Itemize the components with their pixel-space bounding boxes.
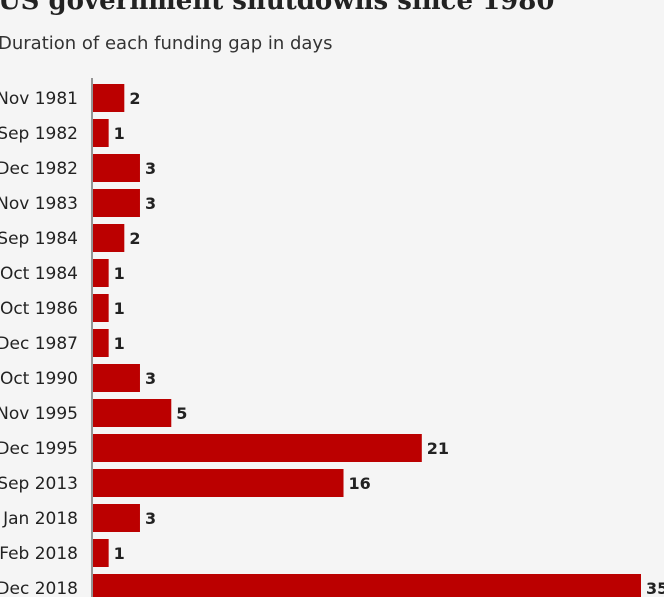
category-label: Dec 1995 xyxy=(0,439,78,459)
value-label: 21 xyxy=(427,439,449,458)
value-label: 1 xyxy=(114,264,125,283)
value-label: 1 xyxy=(114,124,125,143)
value-label: 1 xyxy=(114,544,125,563)
value-label: 5 xyxy=(176,404,187,423)
bar xyxy=(93,119,109,147)
category-label: Nov 1995 xyxy=(0,404,78,424)
category-label: Oct 1986 xyxy=(0,299,78,319)
chart-title: US government shutdowns since 1980 xyxy=(0,0,555,16)
bar xyxy=(93,189,140,217)
category-label: Dec 1987 xyxy=(0,334,78,354)
bar xyxy=(93,504,140,532)
bar xyxy=(93,224,125,252)
bar xyxy=(93,259,109,287)
category-label: Feb 2018 xyxy=(0,544,78,564)
bar xyxy=(93,539,109,567)
bar xyxy=(93,574,641,597)
bar xyxy=(93,84,125,112)
category-label: Oct 1984 xyxy=(0,264,78,284)
category-label: Sep 2013 xyxy=(0,474,78,494)
bar xyxy=(93,154,140,182)
category-label: Sep 1984 xyxy=(0,229,78,249)
category-label: Nov 1983 xyxy=(0,194,78,214)
value-label: 2 xyxy=(129,89,140,108)
value-label: 1 xyxy=(114,334,125,353)
value-label: 3 xyxy=(145,159,156,178)
bar xyxy=(93,364,140,392)
value-label: 3 xyxy=(145,194,156,213)
bar xyxy=(93,329,109,357)
value-label: 3 xyxy=(145,369,156,388)
category-label: Dec 1982 xyxy=(0,159,78,179)
category-label: Dec 2018 xyxy=(0,579,78,597)
category-label: Sep 1982 xyxy=(0,124,78,144)
value-label: 2 xyxy=(129,229,140,248)
category-label: Nov 1981 xyxy=(0,89,78,109)
bar xyxy=(93,399,172,427)
bar xyxy=(93,434,422,462)
category-label: Jan 2018 xyxy=(2,509,78,529)
bar xyxy=(93,294,109,322)
value-label: 3 xyxy=(145,509,156,528)
value-label: 35 xyxy=(646,579,664,597)
value-label: 16 xyxy=(349,474,371,493)
chart-subtitle: Duration of each funding gap in days xyxy=(0,33,333,54)
value-label: 1 xyxy=(114,299,125,318)
category-label: Oct 1990 xyxy=(0,369,78,389)
bar xyxy=(93,469,344,497)
